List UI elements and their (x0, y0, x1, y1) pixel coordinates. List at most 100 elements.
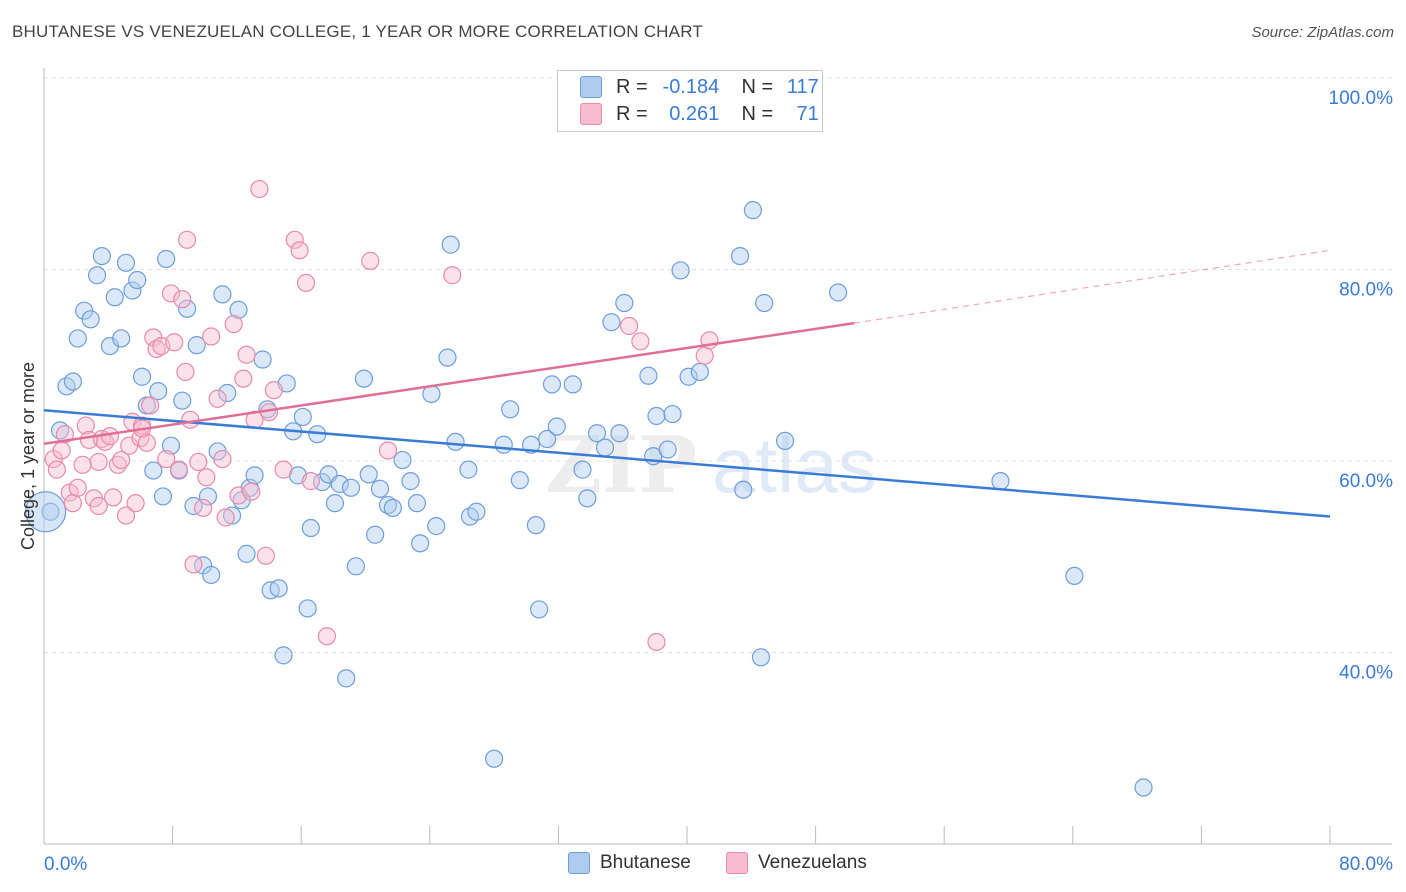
venezuelans-point (165, 333, 184, 352)
bhutanese-point (647, 406, 666, 426)
venezuelans-point (147, 339, 166, 359)
bhutanese-point (157, 249, 176, 269)
bhutanese-point (530, 600, 549, 619)
bhutanese-trend-line (43, 409, 1331, 518)
venezuelans-trend-line (43, 321, 855, 446)
bhutanese-point (301, 518, 320, 538)
venezuelans-point (173, 290, 192, 309)
venezuelans-point (194, 498, 213, 518)
legend-r-label: R = (616, 102, 648, 125)
legend-r-value: -0.184 (662, 75, 720, 98)
x-tick-label: 80.0% (1339, 854, 1393, 875)
venezuelans-point (197, 468, 216, 487)
bhutanese-point (401, 472, 420, 491)
venezuelans-point (202, 327, 221, 346)
bhutanese-point (378, 495, 398, 515)
venezuelans-point (176, 362, 195, 382)
venezuelans-point (208, 389, 227, 408)
tick-labels: 40.0% 60.0% 80.0% 100.0% 0.0% 80.0% (44, 88, 1393, 875)
bhutanese-point (578, 489, 597, 508)
bhutanese-point (173, 391, 192, 410)
bhutanese-point (218, 383, 237, 403)
zipatlas-watermark: ZIP atlas (545, 420, 877, 511)
bhutanese-point (222, 506, 242, 525)
venezuelans-point (264, 381, 283, 400)
bhutanese-point (161, 436, 181, 455)
axes (43, 68, 1392, 845)
venezuelans-point (274, 460, 293, 479)
legend-r-value: 0.261 (669, 102, 720, 125)
bhutanese-point (123, 281, 142, 300)
bottom-legend-bhutanese: Bhutanese (568, 852, 691, 874)
watermark-zip: ZIP (545, 420, 697, 511)
bhutanese-point (198, 487, 218, 506)
legend-row-bhutanese: R = -0.184 N = 117 (580, 75, 819, 99)
venezuelans-point (631, 332, 650, 351)
legend-n-value: 71 (796, 102, 819, 125)
venezuelans-point (256, 546, 275, 565)
bhutanese-point (87, 266, 107, 285)
bhutanese-point (595, 438, 615, 457)
bhutanese-point (293, 407, 312, 427)
venezuelans-point (234, 369, 253, 388)
bhutanese-point (393, 450, 412, 470)
bhutanese-point (602, 313, 621, 332)
bhutanese-point (751, 648, 771, 667)
trend-lines (43, 249, 1331, 518)
bhutanese-point (671, 261, 690, 280)
y-tick-label: 60.0% (1339, 471, 1393, 492)
bhutanese-point (679, 367, 698, 386)
legend-n-label: N = (741, 75, 774, 98)
bhutanese-point (1134, 778, 1153, 797)
bhutanese-point (337, 669, 356, 688)
bhutanese-point (573, 460, 592, 479)
bottom-swatch-bhutanese (568, 852, 590, 874)
bhutanese-point (213, 285, 232, 304)
bhutanese-point (269, 579, 288, 598)
chart-title: BHUTANESE VS VENEZUELAN COLLEGE, 1 YEAR … (12, 22, 703, 41)
venezuelans-point (169, 460, 189, 479)
venezuelans-point (285, 230, 304, 249)
bhutanese-point (411, 534, 430, 553)
legend-r-label: R = (616, 75, 648, 98)
bhutanese-point (485, 749, 504, 768)
bhutanese-point (438, 348, 457, 367)
bhutanese-point (1065, 566, 1084, 586)
bhutanese-point (730, 246, 750, 266)
bhutanese-point (274, 646, 293, 665)
bhutanese-point-large (25, 491, 67, 533)
venezuelans-point (47, 460, 66, 479)
bhutanese-point (526, 516, 545, 535)
bhutanese-point (354, 369, 373, 388)
bhutanese-point (92, 246, 111, 266)
venezuelans-point (620, 316, 639, 336)
bhutanese-point (177, 299, 197, 318)
bhutanese-point (459, 460, 478, 479)
bhutanese-point (105, 288, 124, 307)
series-venezuelans-points (44, 179, 719, 652)
bhutanese-point (510, 471, 529, 490)
bhutanese-point (116, 253, 136, 272)
bhutanese-point (427, 517, 446, 536)
venezuelans-point (216, 508, 235, 527)
bhutanese-point (615, 293, 634, 313)
bhutanese-point (467, 502, 486, 521)
y-tick-label: 100.0% (1329, 88, 1394, 109)
bhutanese-point (542, 375, 562, 394)
bhutanese-point (829, 283, 848, 302)
bhutanese-point (341, 478, 361, 497)
bhutanese-point (68, 329, 87, 348)
bhutanese-point (149, 382, 168, 401)
venezuelans-point (89, 452, 108, 472)
legend-n-value: 117 (786, 75, 819, 98)
bhutanese-point (63, 372, 83, 391)
venezuelans-point (95, 432, 115, 451)
bhutanese-point (237, 544, 256, 563)
venezuelans-point (181, 410, 200, 429)
bhutanese-point (132, 367, 152, 386)
venezuelans-point (126, 494, 145, 513)
legend-n-label: N = (741, 102, 774, 125)
series-bhutanese-points (25, 201, 1153, 797)
venezuelans-point (177, 230, 197, 249)
venezuelans-point (296, 273, 316, 293)
